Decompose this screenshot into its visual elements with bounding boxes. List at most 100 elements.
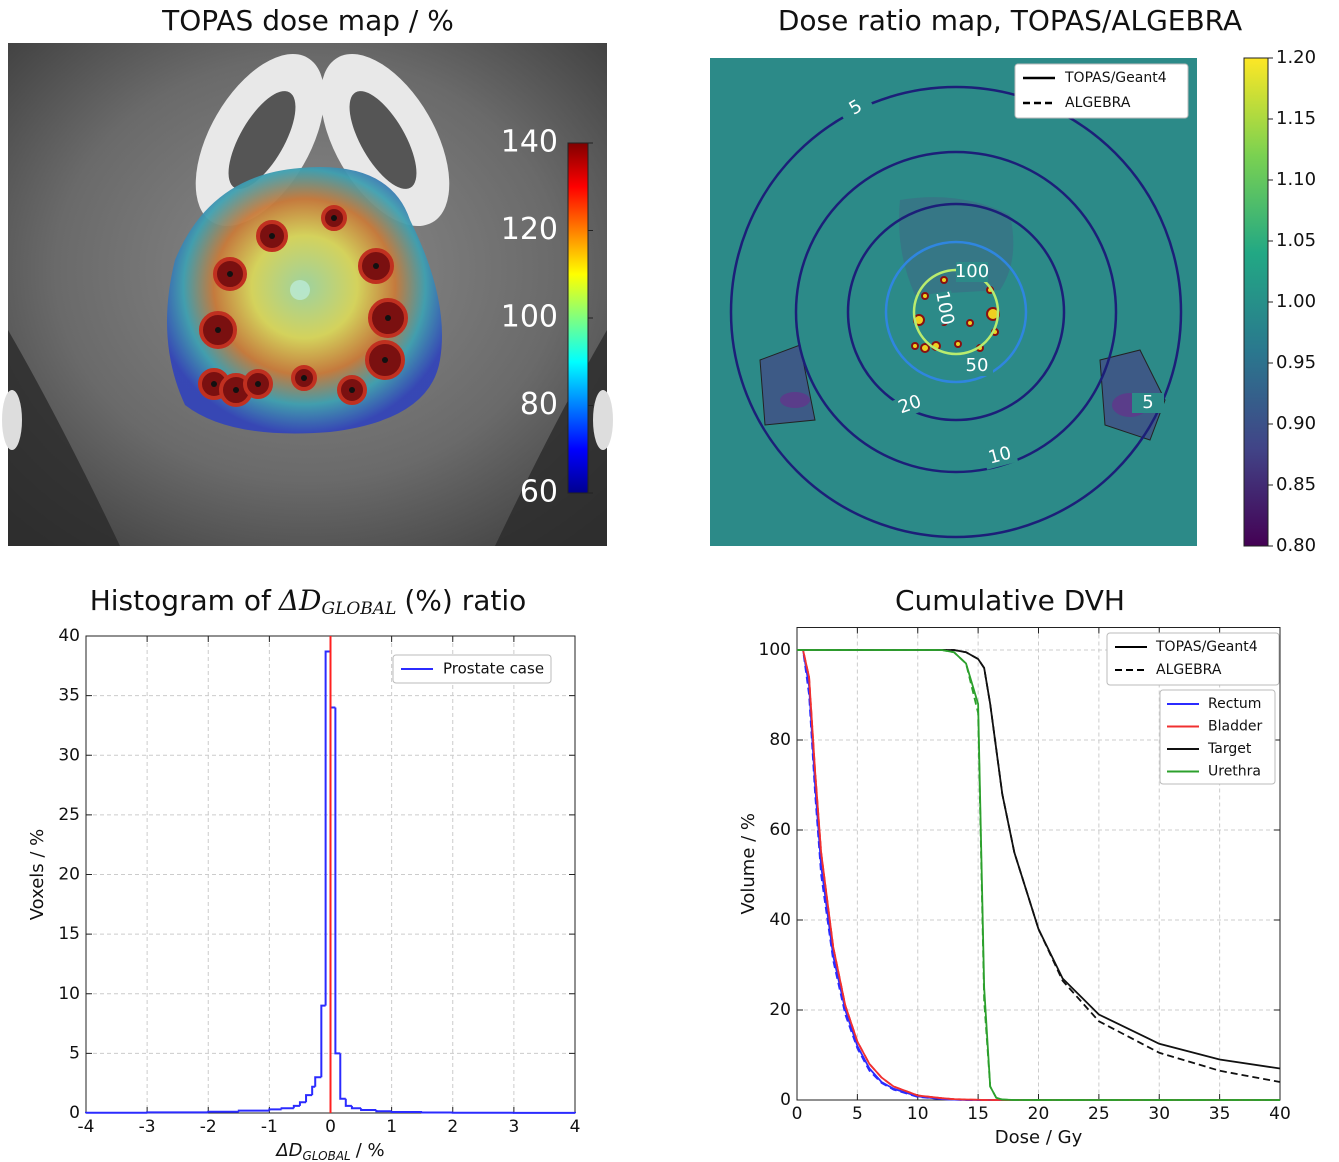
y-tick-label: 5 (69, 1043, 80, 1063)
contour-label-bg (891, 390, 929, 420)
colorbar-tick-label: 1.00 (1276, 291, 1316, 312)
legend-label: TOPAS/Geant4 (1155, 639, 1258, 655)
x-tick-label: 30 (1148, 1104, 1170, 1124)
chart-title: Histogram of ΔDGLOBAL (%) ratio (90, 584, 527, 619)
y-tick-label: 30 (58, 745, 80, 765)
x-tick-label: 1 (386, 1117, 397, 1137)
colorbar-tick-label: 0.90 (1276, 413, 1316, 434)
legend-label: TOPAS/Geant4 (1064, 70, 1167, 86)
histogram-bar (360, 1108, 377, 1112)
colorbar (567, 142, 589, 494)
y-tick-label: 15 (58, 924, 80, 944)
colorbar-tick-label: 140 (501, 125, 558, 160)
contour-label-bg (981, 442, 1019, 470)
histogram-bar (314, 1076, 322, 1087)
contour-label-bg (931, 290, 957, 326)
histogram-bar (324, 650, 331, 1006)
legend-box (1106, 632, 1280, 686)
x-tick-label: 0 (792, 1104, 803, 1124)
y-tick-label: 0 (780, 1090, 791, 1110)
x-tick-label: 40 (1269, 1104, 1291, 1124)
histogram-bar (320, 1004, 326, 1078)
x-axis-label-part: ΔD (274, 1140, 302, 1161)
contour (846, 202, 1066, 422)
histogram-bar (237, 1109, 270, 1112)
y-tick-label: 0 (69, 1103, 80, 1123)
y-tick-label: 80 (769, 730, 791, 750)
contour-label-bg (837, 91, 875, 125)
legend-label: Bladder (1208, 719, 1262, 735)
x-tick-label: -4 (78, 1117, 95, 1137)
x-axis-label-part: / % (356, 1140, 385, 1161)
y-tick-label: 35 (58, 686, 80, 706)
histogram-bar (350, 1105, 362, 1110)
histogram-bar (344, 1098, 352, 1107)
chart-title: Dose ratio map, TOPAS/ALGEBRA (778, 4, 1242, 37)
colorbar-tick-label: 100 (501, 300, 558, 335)
x-tick-label: 0 (325, 1117, 336, 1137)
legend-label: Prostate case (443, 660, 544, 678)
histogram-bar (311, 1085, 316, 1096)
chart-title-part: GLOBAL (322, 599, 397, 619)
x-tick-label: -1 (261, 1117, 278, 1137)
contour (884, 240, 1028, 384)
y-axis-label: Voxels / % (27, 829, 48, 921)
legend-label: ALGEBRA (1065, 95, 1131, 111)
y-tick-label: 100 (759, 640, 791, 660)
contour-label-bg (1132, 393, 1164, 413)
y-tick-label: 20 (58, 865, 80, 885)
chart-title: TOPAS dose map / % (161, 4, 454, 37)
x-tick-label: 2 (447, 1117, 458, 1137)
x-tick-label: 5 (852, 1104, 863, 1124)
y-tick-label: 60 (769, 820, 791, 840)
histogram-bar (207, 1110, 239, 1113)
legend-box (1159, 689, 1276, 785)
chart-title-part: (%) ratio (404, 584, 526, 617)
histogram-bar (305, 1094, 313, 1103)
x-tick-label: 3 (508, 1117, 519, 1137)
colorbar-tick-label: 0.80 (1276, 535, 1316, 556)
histogram-bar (375, 1110, 392, 1113)
contour-label: 5 (1142, 392, 1153, 413)
series-line (797, 649, 1280, 1101)
legend-label: Rectum (1208, 696, 1261, 712)
legend-box (1014, 63, 1189, 119)
ct-image (2, 43, 613, 546)
y-tick-label: 10 (58, 984, 80, 1004)
chart-title-part: ΔD (278, 584, 322, 617)
contour-label: 100 (955, 261, 989, 282)
contour-label: 50 (966, 355, 989, 376)
x-axis-label-part: GLOBAL (303, 1149, 351, 1162)
legend-label: Target (1207, 741, 1252, 757)
chart-title-part: Histogram of (90, 584, 272, 617)
legend-box (392, 654, 552, 684)
colorbar-tick-label: 1.15 (1276, 108, 1316, 129)
colorbar-tick-label: 80 (520, 387, 558, 422)
y-tick-label: 20 (769, 1000, 791, 1020)
colorbar-tick-label: 1.10 (1276, 169, 1316, 190)
contour-label-bg (956, 262, 988, 282)
colorbar-tick-label: 120 (501, 212, 558, 247)
histogram-bar (334, 707, 341, 1055)
x-tick-label: 4 (570, 1117, 581, 1137)
legend-label: ALGEBRA (1156, 662, 1222, 678)
x-tick-label: -2 (200, 1117, 217, 1137)
x-tick-label: -3 (139, 1117, 156, 1137)
y-axis-label: Volume / % (738, 813, 759, 915)
contour (729, 85, 1183, 539)
histogram-bar (339, 1053, 346, 1100)
x-tick-label: 10 (907, 1104, 929, 1124)
x-tick-label: 20 (1028, 1104, 1050, 1124)
x-axis-label: Dose / Gy (995, 1127, 1083, 1148)
histogram-bar (280, 1107, 294, 1110)
histogram-bar (268, 1108, 282, 1111)
colorbar-tick-label: 1.20 (1276, 47, 1316, 68)
y-tick-label: 40 (58, 626, 80, 646)
histogram-bar (298, 1101, 307, 1106)
histogram-bar (292, 1104, 300, 1109)
contour-label-bg (961, 356, 993, 376)
histogram-bar (390, 1111, 423, 1114)
colorbar-tick-label: 0.85 (1276, 474, 1316, 495)
y-tick-label: 25 (58, 805, 80, 825)
